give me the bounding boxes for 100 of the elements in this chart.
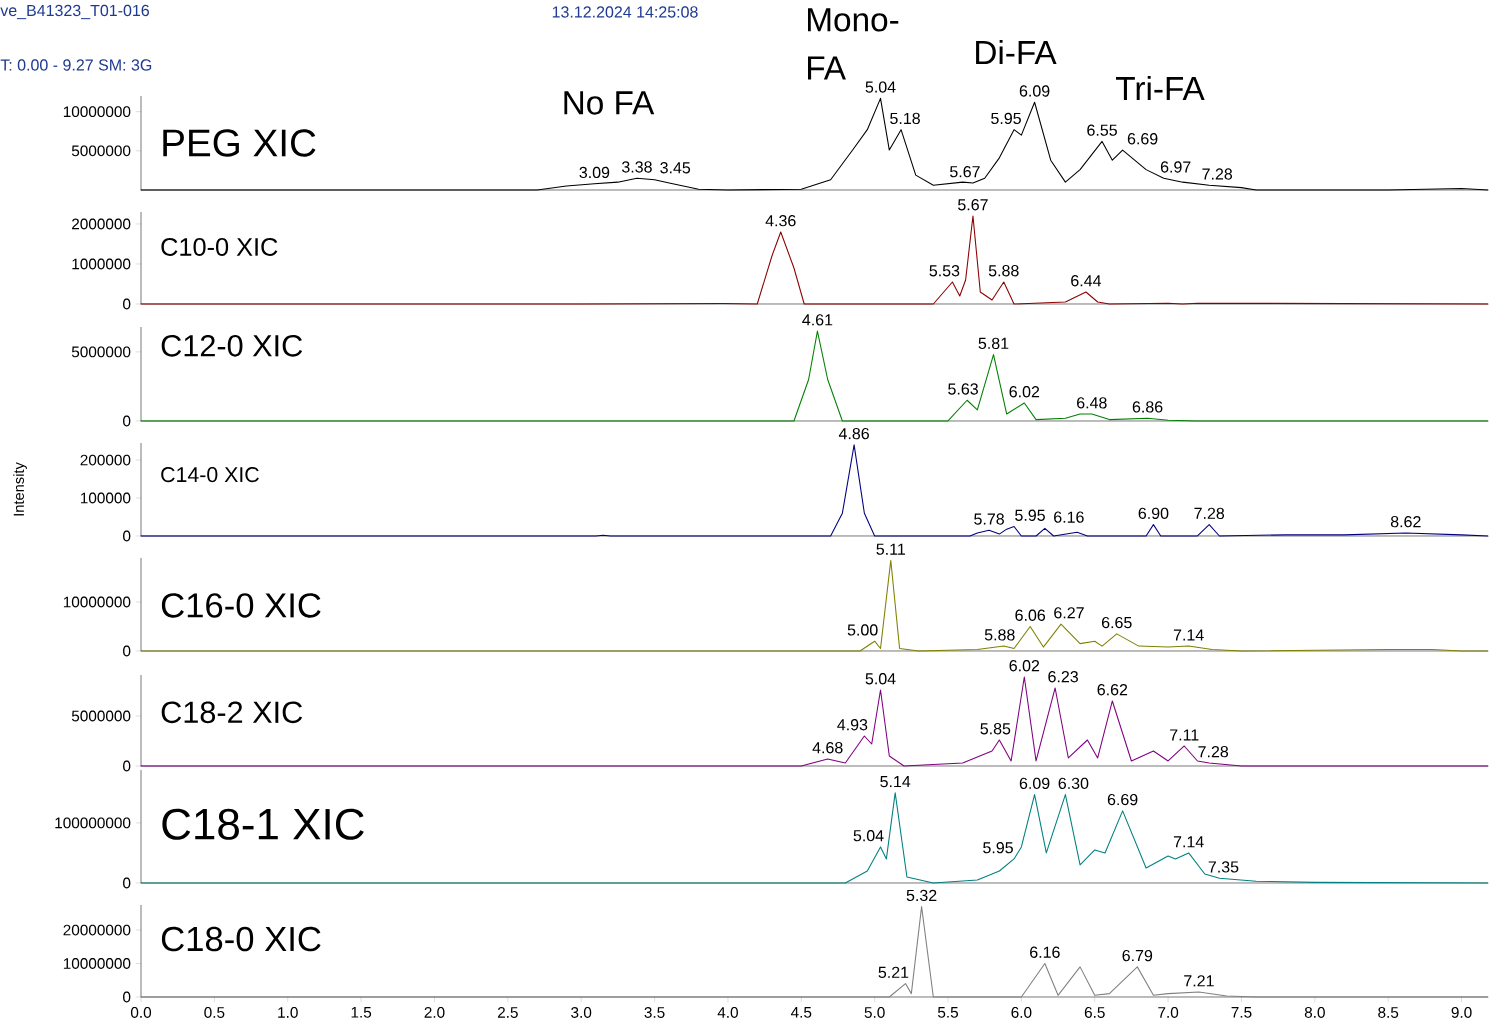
x-tick-label: 6.5 — [1084, 1007, 1105, 1018]
annotation: 4.68 — [812, 742, 843, 754]
x-tick-label: 5.5 — [937, 1007, 959, 1018]
annotation: 6.16 — [1054, 511, 1084, 523]
y-tick-label: 0 — [123, 530, 131, 542]
x-tick-label: 5.0 — [864, 1007, 885, 1018]
text: T: 0.00 - 9.27 SM: 3G — [0, 59, 152, 71]
y-tick-label: 10000000 — [63, 958, 131, 969]
text: C18-1 XIC — [162, 808, 364, 840]
line-series — [140, 444, 1489, 537]
annotation: 7.11 — [1170, 729, 1199, 741]
annotation: 3.38 — [621, 161, 652, 173]
annotation: 6.27 — [1054, 607, 1084, 619]
annotation: 5.04 — [853, 830, 884, 842]
y-tick-label: 0 — [123, 877, 131, 889]
annotation: 6.06 — [1015, 609, 1046, 621]
annotation: 5.04 — [865, 81, 896, 93]
annotation: 6.09 — [1019, 777, 1050, 790]
x-tick-label: 8.5 — [1378, 1007, 1399, 1018]
y-tick-label: 100000 — [80, 492, 131, 504]
text: C14-0 XIC — [161, 467, 259, 483]
annotation: 6.09 — [1019, 85, 1050, 97]
y-tick-label: 1000000 — [72, 258, 131, 270]
annotation: 5.88 — [988, 265, 1019, 277]
y-tick-label: 0 — [123, 645, 131, 657]
annotation: 5.00 — [847, 624, 878, 636]
annotation: 6.02 — [1009, 386, 1040, 398]
annotation: 7.28 — [1198, 746, 1229, 758]
annotation: 6.55 — [1087, 124, 1117, 136]
x-tick-label: 1.0 — [278, 1007, 298, 1018]
annotation: 5.95 — [991, 112, 1021, 125]
text: C18-2 XIC — [161, 701, 303, 724]
annotation: Tri-FA — [1116, 75, 1205, 101]
x-tick-label: 4.5 — [790, 1007, 812, 1018]
text: PEG XIC — [163, 129, 316, 157]
annotation: 6.48 — [1077, 397, 1107, 409]
y-tick-label: 10000000 — [63, 596, 131, 608]
x-tick-label: 1.5 — [351, 1007, 372, 1018]
x-tick-label: 2.5 — [497, 1007, 518, 1018]
annotation: 3.09 — [579, 166, 610, 179]
annotation: 7.28 — [1194, 507, 1225, 519]
y-tick-label: 0 — [123, 991, 131, 1003]
annotation: 5.85 — [980, 723, 1011, 735]
annotation: 6.86 — [1132, 401, 1163, 413]
text: Mono-FA — [808, 8, 899, 80]
annotation: 5.63 — [948, 383, 978, 395]
annotation: 4.93 — [837, 719, 868, 731]
annotation: 5.67 — [950, 166, 980, 178]
y-tick-label: 5000000 — [71, 145, 131, 157]
annotation: 6.30 — [1058, 777, 1089, 790]
annotation: 5.88 — [984, 629, 1015, 641]
x-tick-label: 9.0 — [1451, 1007, 1472, 1018]
x-tick-label: 0.5 — [204, 1007, 225, 1018]
annotation: 5.67 — [958, 199, 988, 211]
y-tick-label: 200000 — [80, 454, 131, 466]
annotation: 5.95 — [983, 842, 1013, 854]
annotation: 5.04 — [865, 673, 896, 685]
x-tick-label: 6.0 — [1011, 1007, 1032, 1018]
x-tick-label: 0.0 — [130, 1007, 152, 1018]
y-axis-title: Intensity — [13, 462, 27, 516]
chart-title: C18-0 XIC — [161, 926, 321, 952]
line-series — [140, 906, 1489, 998]
x-tick-label: 8.0 — [1304, 1007, 1325, 1018]
y-tick-label: 5000000 — [71, 710, 131, 722]
y-tick-label: 2000000 — [72, 218, 131, 230]
annotation: 5.14 — [880, 776, 911, 788]
x-tick-label: 2.0 — [424, 1007, 445, 1018]
line-series — [140, 559, 1489, 652]
annotation: 6.90 — [1138, 507, 1169, 519]
annotation: 5.32 — [906, 889, 937, 902]
x-tick-label: 7.5 — [1231, 1007, 1252, 1018]
annotation: 6.23 — [1048, 671, 1078, 683]
x-tick-label: 7.0 — [1158, 1007, 1179, 1018]
annotation: 6.97 — [1160, 161, 1191, 173]
annotation: 5.11 — [876, 543, 905, 555]
annotation: 8.62 — [1390, 516, 1421, 528]
annotation: 6.69 — [1107, 793, 1138, 806]
annotation: 5.78 — [974, 513, 1004, 525]
text: Di-FA — [976, 39, 1057, 65]
annotation: 6.65 — [1101, 616, 1132, 629]
line-series — [140, 330, 1489, 422]
y-tick-label: 0 — [123, 298, 131, 310]
y-tick-label: 0 — [123, 415, 131, 427]
annotation: 5.81 — [978, 337, 1009, 350]
annotation: 6.79 — [1122, 949, 1153, 962]
chart-title: C12-0 XIC — [161, 334, 303, 357]
x-tick-label: 3.0 — [571, 1007, 592, 1018]
x-tick-label: 3.5 — [644, 1007, 665, 1018]
y-tick-label: 10000000 — [63, 106, 131, 118]
text: ve_B41323_T01-016 — [0, 4, 149, 20]
x-tick-label: 4.0 — [717, 1007, 738, 1018]
y-tick-label: 20000000 — [63, 924, 131, 936]
annotation: 6.02 — [1009, 660, 1040, 672]
y-tick-label: 100000000 — [55, 817, 131, 829]
y-tick-label: 5000000 — [71, 346, 131, 358]
annotation: 6.44 — [1071, 275, 1102, 287]
annotation: 7.14 — [1173, 836, 1204, 848]
annotation: 5.53 — [929, 265, 960, 277]
annotation: 7.21 — [1184, 975, 1214, 987]
annotation: 5.95 — [1015, 509, 1045, 521]
